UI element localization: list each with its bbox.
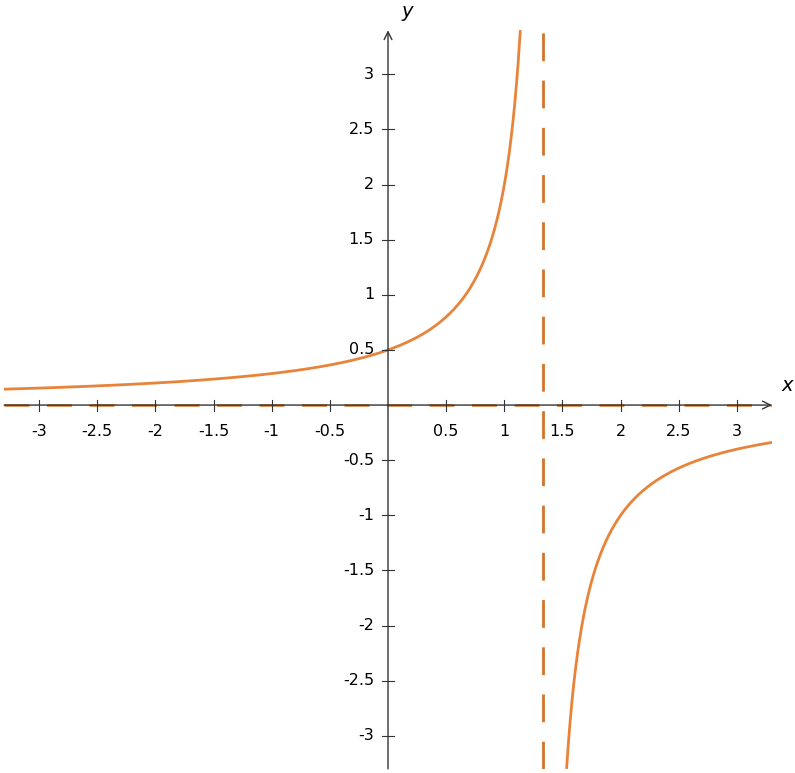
Text: -2.5: -2.5 [343, 673, 374, 688]
Text: 1.5: 1.5 [348, 232, 374, 247]
Text: 1: 1 [499, 424, 510, 439]
Text: 1.5: 1.5 [550, 424, 576, 439]
Text: 0.5: 0.5 [433, 424, 459, 439]
Text: 2.5: 2.5 [666, 424, 692, 439]
Text: -0.5: -0.5 [314, 424, 345, 439]
Text: -1.5: -1.5 [343, 563, 374, 578]
Text: -1.5: -1.5 [198, 424, 229, 439]
Text: -0.5: -0.5 [343, 453, 374, 468]
Text: -1: -1 [358, 508, 374, 523]
Text: 1: 1 [364, 288, 374, 302]
Text: -2: -2 [147, 424, 163, 439]
Text: -2.5: -2.5 [82, 424, 113, 439]
Text: x: x [781, 376, 793, 395]
Text: -1: -1 [264, 424, 280, 439]
Text: 0.5: 0.5 [349, 342, 374, 357]
Text: -3: -3 [359, 728, 374, 744]
Text: 2: 2 [364, 177, 374, 192]
Text: 3: 3 [732, 424, 742, 439]
Text: y: y [402, 2, 413, 22]
Text: -2: -2 [359, 618, 374, 633]
Text: 3: 3 [364, 67, 374, 82]
Text: 2: 2 [615, 424, 626, 439]
Text: 2.5: 2.5 [349, 122, 374, 137]
Text: -3: -3 [31, 424, 47, 439]
